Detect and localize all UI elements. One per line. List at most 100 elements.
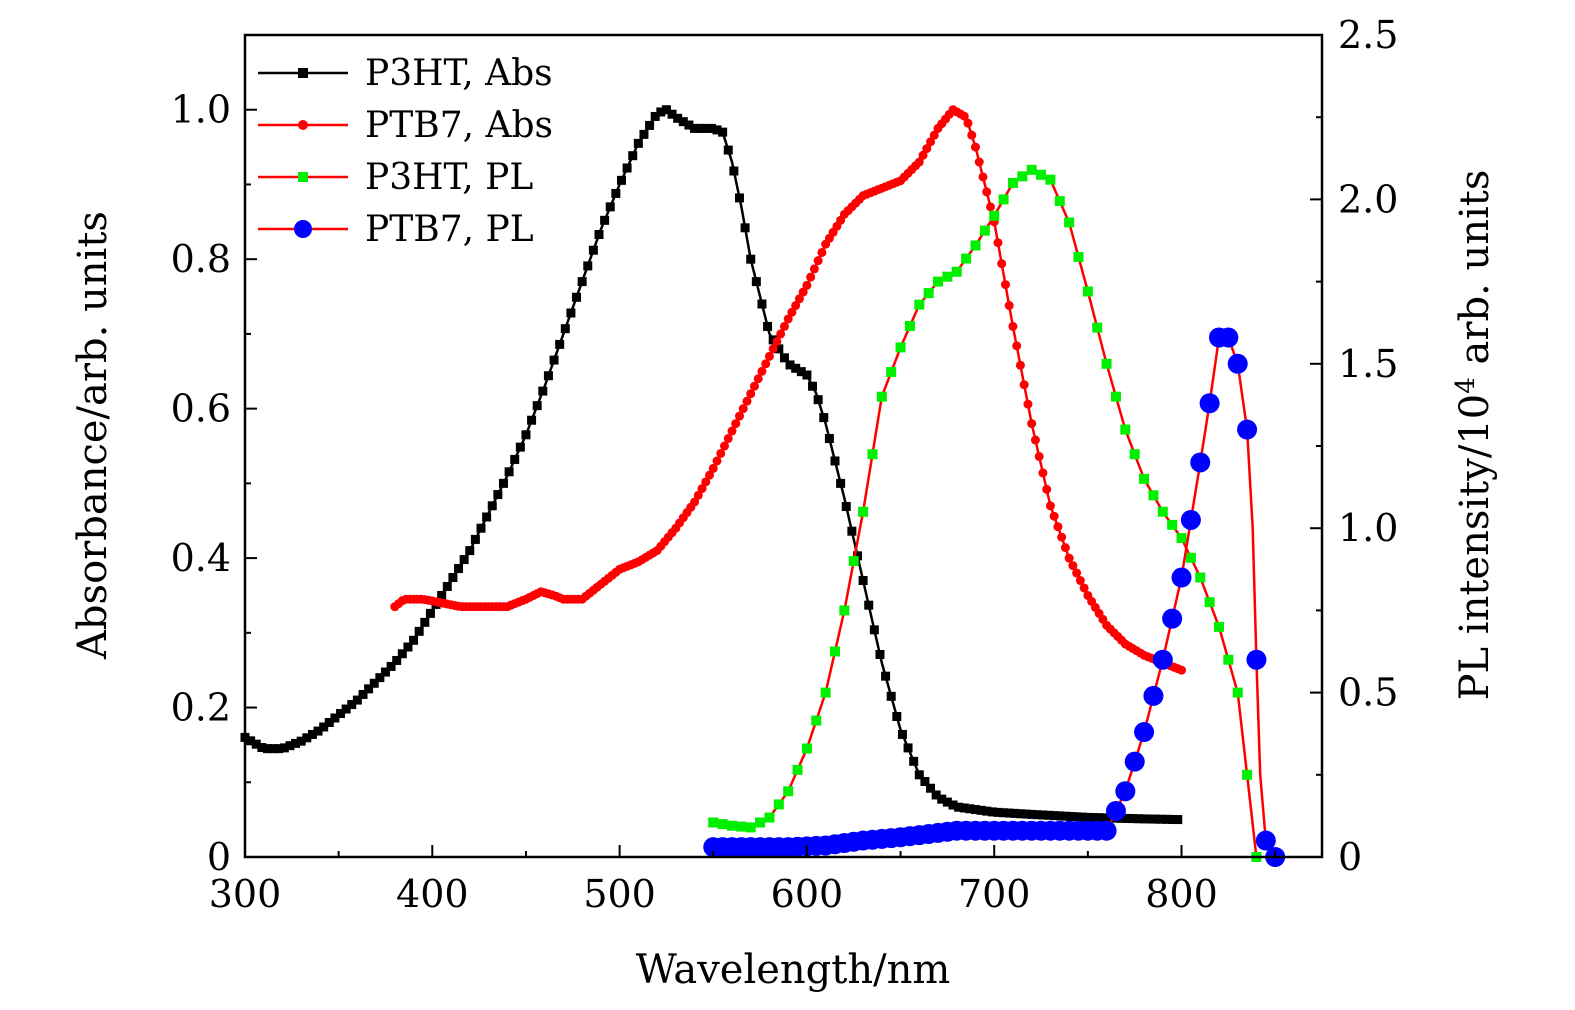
legend-label-p3ht-pl: P3HT, PL <box>365 157 533 198</box>
y-left-axis-title: Absorbance/arb. units <box>70 211 116 660</box>
data-point-p3ht-abs <box>1156 814 1166 824</box>
data-point-p3ht-abs <box>251 739 261 749</box>
data-point-p3ht-abs <box>420 617 430 627</box>
data-point-ptb7-abs <box>761 359 771 369</box>
data-point-p3ht-abs <box>858 576 868 586</box>
data-point-p3ht-abs <box>892 712 902 722</box>
data-point-ptb7-abs <box>993 238 1003 248</box>
data-point-p3ht-pl <box>1176 533 1187 544</box>
data-point-p3ht-pl <box>820 687 831 698</box>
data-point-ptb7-pl <box>1190 452 1211 473</box>
data-point-p3ht-pl <box>951 266 962 277</box>
data-point-p3ht-pl <box>1064 217 1075 228</box>
data-point-p3ht-pl <box>1026 164 1037 175</box>
data-point-p3ht-abs <box>965 804 975 814</box>
data-point-ptb7-abs <box>1012 341 1022 351</box>
data-point-p3ht-pl <box>830 646 841 657</box>
data-point-ptb7-abs <box>1030 435 1040 445</box>
data-point-p3ht-abs <box>1044 810 1054 820</box>
data-point-p3ht-abs <box>532 401 542 411</box>
data-point-p3ht-abs <box>572 292 582 302</box>
data-point-p3ht-abs <box>1100 813 1110 823</box>
data-point-p3ht-abs <box>313 726 323 736</box>
data-point-p3ht-abs <box>291 738 301 748</box>
legend-item-p3ht-abs: P3HT, Abs <box>258 53 553 94</box>
data-point-p3ht-abs <box>920 777 930 787</box>
data-point-p3ht-abs <box>1010 808 1020 818</box>
data-point-ptb7-pl <box>1199 393 1220 414</box>
data-point-ptb7-abs <box>1038 468 1048 478</box>
y-left-tick-label: 1.0 <box>171 88 231 132</box>
data-point-ptb7-abs <box>705 470 715 480</box>
data-point-ptb7-pl <box>1115 781 1136 802</box>
data-point-p3ht-abs <box>560 324 570 334</box>
data-point-p3ht-abs <box>1083 812 1093 822</box>
data-point-p3ht-abs <box>510 454 520 464</box>
data-point-p3ht-abs <box>262 744 272 754</box>
data-point-p3ht-abs <box>1032 810 1042 820</box>
data-point-ptb7-abs <box>734 411 744 421</box>
data-point-p3ht-abs <box>875 649 885 659</box>
data-point-p3ht-pl <box>933 276 944 287</box>
data-point-p3ht-abs <box>442 581 452 591</box>
data-point-p3ht-pl <box>914 299 925 310</box>
data-point-p3ht-abs <box>397 649 407 659</box>
data-point-p3ht-abs <box>706 123 716 133</box>
data-point-ptb7-abs <box>1079 583 1089 593</box>
data-point-p3ht-abs <box>425 608 435 618</box>
data-point-ptb7-abs <box>794 294 804 304</box>
data-point-ptb7-abs <box>806 272 816 282</box>
label-layer: 300 400 500 600 700 800 0 0.2 0.4 0.6 0.8 1.0 0 0.5 1.… <box>171 13 1399 916</box>
data-point-ptb7-abs <box>757 366 767 376</box>
data-point-p3ht-pl <box>1101 358 1112 369</box>
data-point-ptb7-pl <box>1162 608 1183 629</box>
data-point-p3ht-abs <box>661 105 671 115</box>
data-point-ptb7-abs <box>959 111 969 121</box>
data-point-p3ht-pl <box>1195 572 1206 583</box>
data-point-ptb7-abs <box>1015 360 1025 370</box>
data-point-p3ht-pl <box>961 253 972 264</box>
data-point-p3ht-abs <box>970 805 980 815</box>
data-point-p3ht-abs <box>549 355 559 365</box>
data-point-p3ht-abs <box>656 107 666 117</box>
data-point-p3ht-abs <box>718 127 728 137</box>
data-point-ptb7-abs <box>1027 419 1037 429</box>
y-left-tick-label: 0.2 <box>171 686 231 730</box>
data-point-ptb7-pl <box>1124 751 1145 772</box>
data-point-p3ht-pl <box>1167 519 1178 530</box>
data-point-p3ht-pl <box>1120 424 1131 435</box>
data-point-p3ht-pl <box>1185 552 1196 563</box>
data-point-p3ht-abs <box>566 308 576 318</box>
data-point-ptb7-abs <box>746 389 756 399</box>
data-point-p3ht-abs <box>723 145 733 155</box>
data-point-p3ht-pl <box>989 210 1000 221</box>
data-point-ptb7-abs <box>978 172 988 182</box>
data-point-p3ht-abs <box>976 805 986 815</box>
data-point-p3ht-abs <box>690 123 700 133</box>
data-point-p3ht-abs <box>678 117 688 127</box>
data-point-ptb7-abs <box>753 374 763 384</box>
series-ptb7-pl <box>703 327 1286 867</box>
data-point-ptb7-abs <box>918 150 928 160</box>
data-point-p3ht-abs <box>695 123 705 133</box>
data-point-p3ht-pl <box>1223 654 1234 665</box>
data-point-ptb7-abs <box>768 344 778 354</box>
data-point-p3ht-abs <box>852 551 862 561</box>
data-point-p3ht-abs <box>274 744 284 754</box>
data-point-ptb7-pl <box>1143 685 1164 706</box>
legend-label-ptb7-abs: PTB7, Abs <box>365 105 553 146</box>
data-point-ptb7-abs <box>712 456 722 466</box>
data-point-ptb7-abs <box>1042 484 1052 494</box>
x-tick-label: 500 <box>583 872 656 916</box>
data-point-p3ht-abs <box>1162 814 1172 824</box>
data-point-p3ht-abs <box>1021 809 1031 819</box>
data-point-ptb7-abs <box>1000 280 1010 290</box>
data-point-p3ht-abs <box>279 743 289 753</box>
data-point-p3ht-abs <box>504 467 514 477</box>
data-point-ptb7-abs <box>914 157 924 167</box>
data-point-p3ht-abs <box>987 807 997 817</box>
data-point-p3ht-abs <box>937 794 947 804</box>
y-right-tick-label: 1.5 <box>1338 342 1398 386</box>
data-point-ptb7-abs <box>963 118 973 128</box>
y-left-tick-label: 0.6 <box>171 387 231 431</box>
